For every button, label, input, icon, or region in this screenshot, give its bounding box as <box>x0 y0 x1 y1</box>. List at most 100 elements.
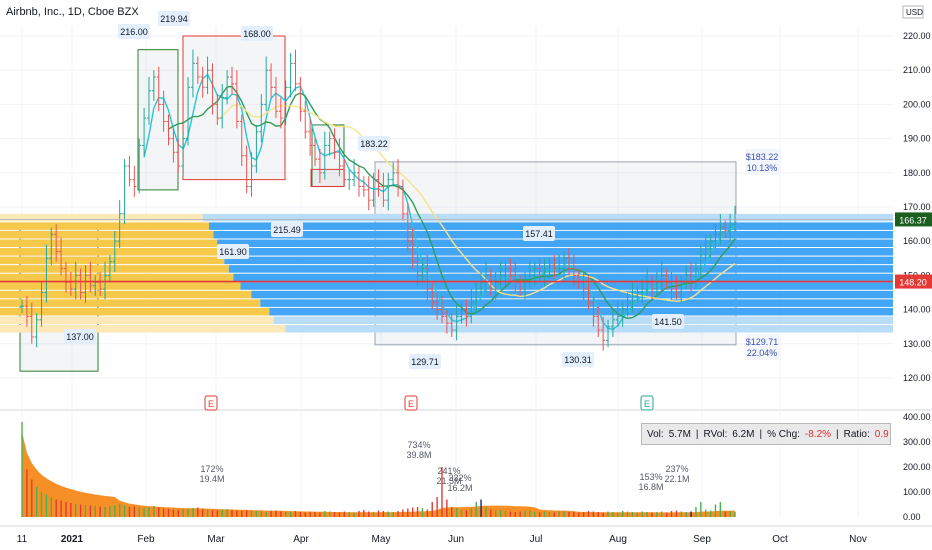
vol-value: 5.7M <box>668 428 691 440</box>
price-label-box <box>241 26 273 41</box>
volume-average-area <box>22 431 735 517</box>
price-tick-label: 130.00 <box>903 339 931 349</box>
time-tick-label: 11 <box>17 534 28 545</box>
volume-annotation-value: 16.2M <box>447 483 472 493</box>
price-tick-label: 170.00 <box>903 202 931 212</box>
price-label-text: 130.31 <box>564 355 592 365</box>
time-tick-label: Mar <box>207 534 225 545</box>
moving-average-line <box>168 85 736 320</box>
volume-tick-label: 0.00 <box>903 512 921 522</box>
separator: | <box>836 428 839 440</box>
price-label-text: 137.00 <box>66 332 94 342</box>
profile-bar-up <box>0 324 286 333</box>
price-tick-label: 180.00 <box>903 168 931 178</box>
currency-label: USD <box>906 8 923 17</box>
separator: | <box>695 428 699 440</box>
projection-box <box>745 334 781 360</box>
price-axis: 220.00 210.00 200.00 190.00 180.00 170.00 160.… <box>895 5 932 522</box>
time-tick-label: 2021 <box>61 534 84 545</box>
earnings-marker <box>204 395 218 411</box>
price-tick-label: 160.00 <box>903 236 931 246</box>
last-price-tag <box>895 212 932 227</box>
volume-annotation-pct: 241% <box>437 466 460 476</box>
volume-annotation-value: 16.8M <box>638 482 663 492</box>
profile-bar-up <box>0 230 214 239</box>
projection-price: $129.71 <box>746 337 779 347</box>
volume-tick-label: 300.00 <box>903 437 931 447</box>
moving-averages <box>143 73 736 331</box>
volume-annotation-value: 39.8M <box>406 450 431 460</box>
volume-annotation-value: 19.4M <box>199 474 224 484</box>
profile-bar-down <box>240 282 893 290</box>
separator: | <box>759 428 763 440</box>
ratio-label: Ratio: <box>843 428 870 440</box>
time-tick-label: Sep <box>693 534 711 545</box>
price-label-text: 216.00 <box>120 27 148 37</box>
price-label-text: 168.00 <box>243 29 271 39</box>
price-label-box <box>562 352 594 367</box>
price-label-text: 215.49 <box>273 225 301 235</box>
chart-title: Airbnb, Inc., 1D, Cboe BZX <box>6 6 139 18</box>
rvol-label: RVol: <box>703 428 728 440</box>
chg-value: -8.2% <box>804 428 832 440</box>
time-tick-label: Aug <box>609 534 627 545</box>
earnings-letter: E <box>408 399 414 409</box>
projection-price: $183.22 <box>746 152 779 162</box>
profile-bar-down <box>251 290 894 299</box>
price-label-text: 183.22 <box>360 139 388 149</box>
rvol-value: 6.2M <box>732 428 755 440</box>
profile-bar-up <box>0 248 221 256</box>
price-tick-label: 200.00 <box>903 99 931 109</box>
profile-bar-up <box>0 307 270 316</box>
price-label-box <box>409 354 441 369</box>
price-label-text: 141.50 <box>654 317 682 327</box>
vol-label: Vol: <box>647 428 664 440</box>
price-label-box <box>158 11 190 26</box>
time-tick-label: Apr <box>293 534 309 545</box>
moving-average-line <box>143 73 736 331</box>
profile-bar-down <box>220 248 893 256</box>
price-bars <box>20 49 737 351</box>
volume-annotation-pct: 172% <box>200 464 223 474</box>
earnings-marker <box>640 395 654 411</box>
volume-annotation-value: 21.5M <box>436 476 461 486</box>
profile-bar-up <box>0 213 203 222</box>
volume-stats-bar: Vol: 5.7M | RVol: 6.2M | % Chg: -8.2% | … <box>641 423 891 445</box>
time-tick-label: May <box>372 534 391 545</box>
price-tick-label: 120.00 <box>903 373 931 383</box>
currency-box <box>902 5 924 19</box>
time-tick-label: Oct <box>772 534 788 545</box>
price-tick-label: 140.00 <box>903 305 931 315</box>
earnings-letter: E <box>644 399 650 409</box>
price-label-box <box>358 136 390 151</box>
profile-bar-up <box>0 282 241 290</box>
profile-bar-down <box>202 213 893 222</box>
profile-bar-up <box>0 256 225 265</box>
profile-bar-up <box>0 316 274 324</box>
chg-label: % Chg: <box>767 428 800 440</box>
price-tick-label: 210.00 <box>903 65 931 75</box>
profile-bar-up <box>0 290 252 299</box>
price-label-box <box>118 24 150 39</box>
time-tick-label: Feb <box>137 534 155 545</box>
projection-pct: 22.04% <box>747 348 778 358</box>
horizontal-lines <box>0 219 893 283</box>
price-label-text: 161.90 <box>219 247 247 257</box>
earnings-marker <box>404 395 418 411</box>
price-label-box <box>652 314 684 329</box>
volume-annotation-pct: 237% <box>665 464 688 474</box>
profile-bar-down <box>273 316 893 324</box>
volume-annotation-value: 22.1M <box>664 474 689 484</box>
price-tick-label: 190.00 <box>903 134 931 144</box>
volume-annotation-pct: 734% <box>407 440 430 450</box>
price-label-text: 129.71 <box>411 357 439 367</box>
price-label-box <box>64 329 96 344</box>
price-labels: 137.00 216.00 219.94 161.90 215.49 168.00 183.… <box>64 11 781 369</box>
volume-annotation-pct: 153% <box>639 472 662 482</box>
profile-bar-down <box>269 307 893 316</box>
price-label-box <box>271 222 303 237</box>
profile-bar-down <box>224 256 894 265</box>
price-label-text: 219.94 <box>160 14 188 24</box>
